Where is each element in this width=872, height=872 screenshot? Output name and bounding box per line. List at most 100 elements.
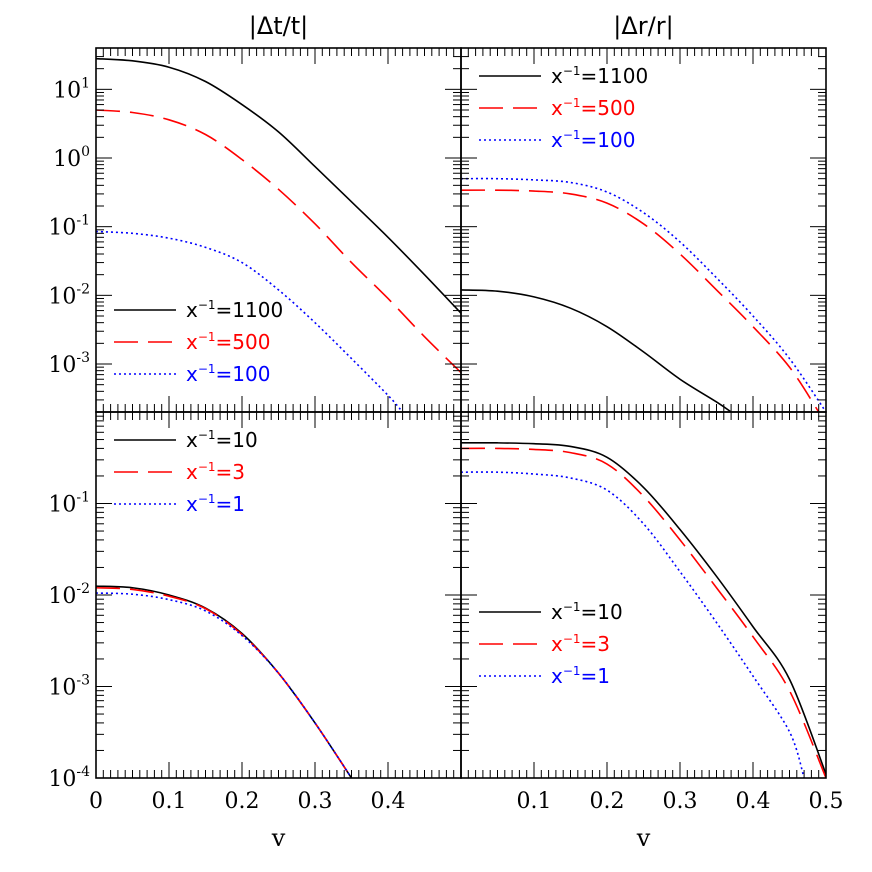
series-layer: [96, 57, 826, 778]
legend-label-sup: −1: [198, 460, 216, 474]
series-line-bottom-left-2: [96, 592, 353, 778]
y-tick-label-exponent: -4: [76, 764, 90, 780]
legend-label-sup: −1: [198, 492, 216, 506]
y-tick-label: 10-4: [48, 764, 90, 792]
legend-label-rest: =500: [216, 330, 271, 354]
legend-label-bottom-right-0: x−1=10: [551, 600, 623, 624]
series-line-top-left-1: [96, 109, 461, 374]
legend-label-sup: −1: [563, 632, 581, 646]
legend-label-top-right-1: x−1=500: [551, 96, 635, 120]
y-tick-label-base: 10: [48, 584, 76, 609]
series-line-top-left-0: [96, 57, 461, 314]
y-tick-label: 10-3: [48, 673, 90, 701]
legend-layer: x−1=1100x−1=500x−1=100x−1=1100x−1=500x−1…: [114, 64, 648, 688]
legend-label-bottom-left-2: x−1=1: [186, 492, 245, 516]
legend-label-base: x: [186, 428, 198, 452]
panel-frame-top-right: [460, 47, 827, 413]
legend-label-base: x: [551, 664, 563, 688]
legend-label-sup: −1: [563, 64, 581, 78]
legend-label-bottom-left-1: x−1=3: [186, 460, 245, 484]
legend-label-bottom-right-1: x−1=3: [551, 632, 610, 656]
labels-layer: |Δt/t|10110010-110-210-3|Δr/r|10-110-210…: [48, 12, 843, 852]
legend-label-rest: =100: [216, 362, 271, 386]
legend-label-rest: =1100: [581, 64, 649, 88]
legend-label-rest: =1: [216, 492, 245, 516]
x-tick-label: 0.2: [590, 789, 625, 814]
x-tick-label: 0.1: [517, 789, 552, 814]
legend-label-rest: =1100: [216, 298, 284, 322]
legend-label-base: x: [186, 330, 198, 354]
series-line-top-right-0: [461, 289, 732, 412]
legend-label-base: x: [551, 632, 563, 656]
panel-frame-bottom-left: [95, 411, 462, 779]
y-tick-label-base: 10: [53, 147, 81, 172]
y-tick-label: 101: [53, 75, 90, 103]
x-axis-label: v: [271, 824, 286, 852]
legend-label-rest: =10: [581, 600, 623, 624]
y-tick-label-base: 10: [48, 216, 76, 241]
axes-layer: [95, 47, 827, 779]
y-tick-label-exponent: -3: [76, 673, 90, 689]
y-tick-label-base: 10: [48, 353, 76, 378]
series-line-bottom-left-1: [96, 586, 353, 778]
x-tick-label: 0.4: [736, 789, 771, 814]
panel-title-top-left: |Δt/t|: [249, 12, 309, 40]
x-tick-label: 0.4: [371, 789, 406, 814]
y-tick-label: 100: [53, 144, 90, 172]
legend-label-sup: −1: [563, 96, 581, 110]
legend-label-base: x: [186, 492, 198, 516]
legend-label-base: x: [551, 64, 563, 88]
legend-label-sup: −1: [198, 428, 216, 442]
x-axis-label: v: [636, 824, 651, 852]
y-tick-label-exponent: -3: [76, 350, 90, 366]
legend-label-rest: =3: [581, 632, 610, 656]
y-tick-label: 10-2: [48, 581, 90, 609]
panel-frame-top-left: [95, 47, 462, 413]
legend-label-sup: −1: [563, 664, 581, 678]
y-tick-label-base: 10: [48, 767, 76, 792]
x-tick-label: 0: [89, 789, 103, 814]
legend-label-base: x: [551, 128, 563, 152]
series-line-top-right-1: [461, 189, 820, 412]
legend-label-top-right-2: x−1=100: [551, 128, 635, 152]
legend-label-base: x: [186, 460, 198, 484]
y-tick-label-base: 10: [48, 493, 76, 518]
legend-label-top-right-0: x−1=1100: [551, 64, 648, 88]
legend-label-rest: =1: [581, 664, 610, 688]
legend-label-sup: −1: [563, 128, 581, 142]
legend-label-rest: =10: [216, 428, 258, 452]
y-tick-label-exponent: 0: [81, 144, 90, 160]
x-tick-label: 0.5: [809, 789, 844, 814]
legend-label-rest: =3: [216, 460, 245, 484]
legend-label-rest: =100: [581, 128, 636, 152]
y-tick-label-exponent: -1: [76, 490, 90, 506]
series-line-bottom-right-1: [461, 447, 826, 778]
legend-label-sup: −1: [198, 362, 216, 376]
y-tick-label-base: 10: [53, 78, 81, 103]
y-tick-label-exponent: -1: [76, 213, 90, 229]
series-line-bottom-right-0: [461, 441, 826, 775]
x-tick-label: 0.3: [298, 789, 333, 814]
panel-title-top-right: |Δr/r|: [613, 12, 673, 40]
y-tick-label-base: 10: [48, 676, 76, 701]
y-tick-label-exponent: -2: [76, 581, 90, 597]
legend-label-sup: −1: [563, 600, 581, 614]
x-tick-label: 0.3: [663, 789, 698, 814]
y-tick-label: 10-2: [48, 281, 90, 309]
panel-frame-bottom-right: [460, 411, 827, 779]
legend-label-sup: −1: [198, 298, 216, 312]
legend-label-base: x: [186, 298, 198, 322]
legend-label-base: x: [551, 96, 563, 120]
legend-label-bottom-left-0: x−1=10: [186, 428, 258, 452]
y-tick-label-exponent: -2: [76, 281, 90, 297]
y-tick-label: 10-1: [48, 490, 90, 518]
series-line-top-right-2: [461, 177, 826, 412]
legend-label-top-left-2: x−1=100: [186, 362, 270, 386]
legend-label-rest: =500: [581, 96, 636, 120]
legend-label-sup: −1: [198, 330, 216, 344]
y-tick-label-base: 10: [48, 284, 76, 309]
legend-label-top-left-1: x−1=500: [186, 330, 270, 354]
x-tick-label: 0.2: [225, 789, 260, 814]
y-tick-label: 10-1: [48, 213, 90, 241]
